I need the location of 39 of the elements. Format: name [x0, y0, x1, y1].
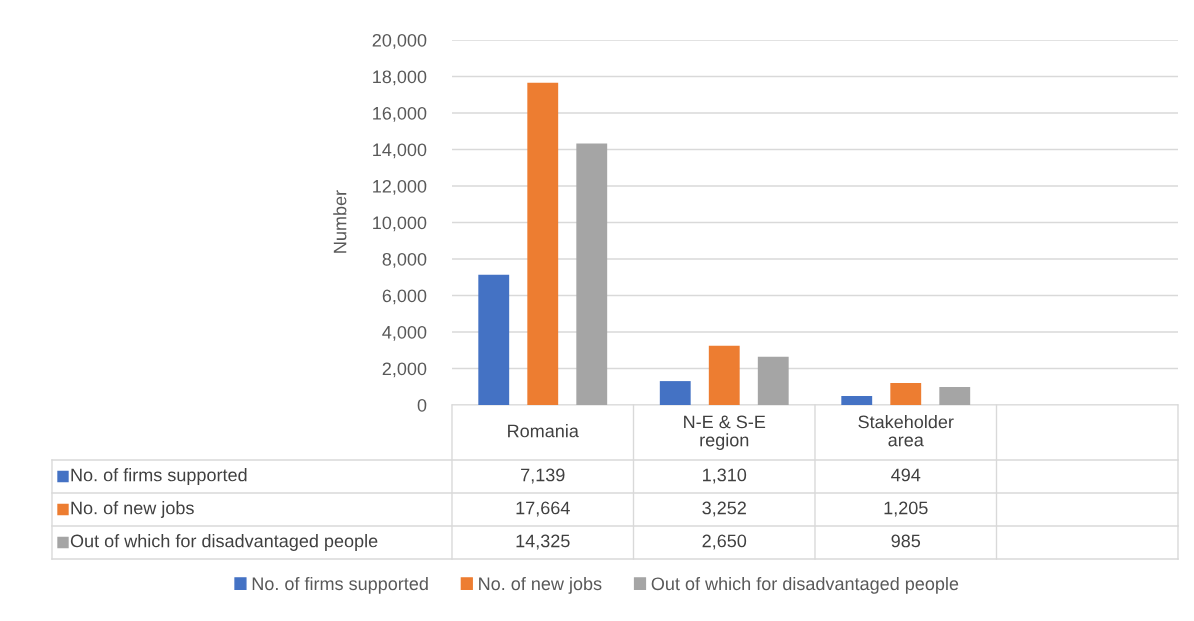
text: No. of new jobs: [71, 501, 194, 518]
bar: [576, 143, 608, 405]
y-tick-label: 18,000: [373, 70, 427, 86]
y-tick-label: 20,000: [372, 33, 427, 49]
bar: [841, 395, 873, 405]
data-label: 3,252: [702, 501, 746, 517]
y-tick-label: 10,000: [373, 216, 427, 232]
data-label: 985: [891, 534, 921, 548]
data-label: 1,205: [884, 501, 928, 517]
bar: [708, 345, 740, 405]
y-tick-label: 4,000: [382, 325, 427, 341]
y-tick-label: 16,000: [373, 106, 427, 122]
y-tick-label: 6,000: [382, 289, 427, 305]
bar: [939, 387, 971, 405]
data-label: 2,650: [702, 534, 747, 550]
y-tick-label: 14,000: [373, 143, 427, 159]
y-tick-label: 8,000: [382, 252, 427, 268]
data-label: 1,310: [703, 468, 747, 484]
x-tick-label: Stakeholder area: [858, 415, 954, 447]
data-label: 14,325: [516, 534, 570, 550]
y-tick-label: 12,000: [373, 179, 427, 195]
text: No. of firms supported: [71, 468, 247, 485]
bar: [890, 383, 922, 405]
legend-label: No. of firms supported: [252, 576, 428, 594]
legend-label: Out of which for disadvantaged people: [651, 576, 959, 594]
y-tick-label: 0: [417, 398, 427, 412]
bar: [478, 274, 510, 405]
x-tick-label: N-E & S-E region: [684, 415, 766, 450]
data-label: 7,139: [521, 468, 565, 484]
x-tick-label: Romania: [508, 424, 579, 438]
bar: [659, 381, 691, 405]
y-tick-label: 2,000: [382, 362, 427, 378]
text: Out of which for disadvantaged people: [70, 534, 378, 551]
y-axis-title: Number: [333, 190, 347, 253]
data-label: 17,664: [516, 501, 570, 517]
data-label: 494: [891, 468, 921, 482]
legend-label: No. of new jobs: [479, 576, 602, 594]
bar: [527, 82, 559, 405]
bar: [757, 356, 789, 405]
